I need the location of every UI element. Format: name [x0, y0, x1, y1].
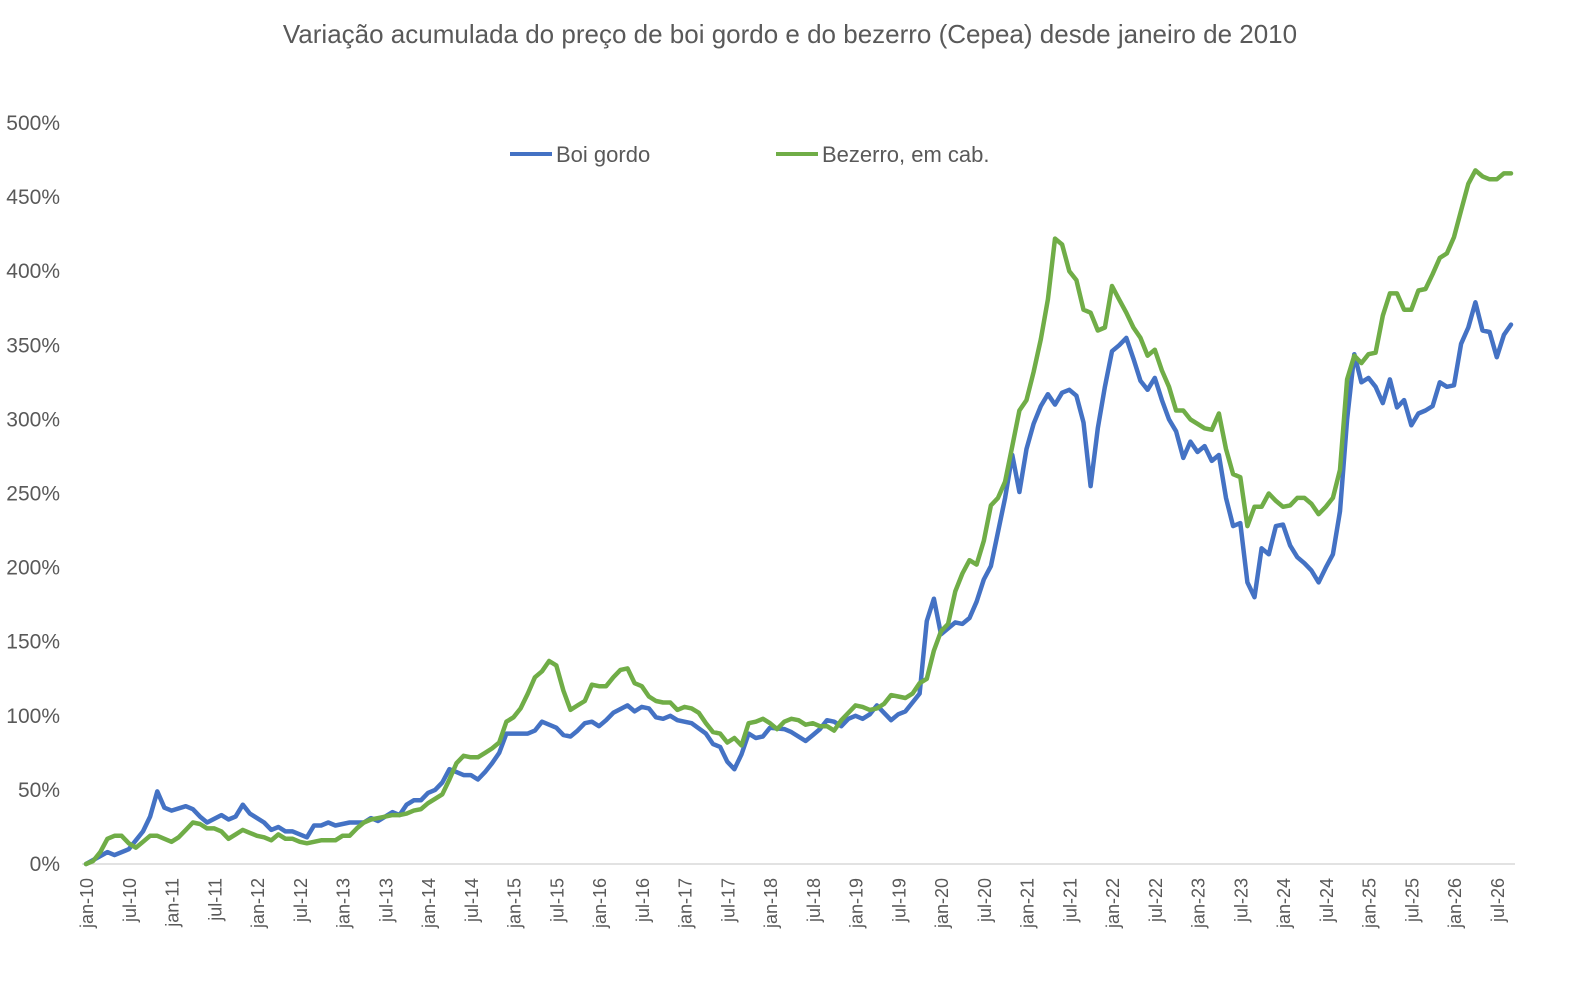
y-tick-label: 50%: [18, 779, 60, 802]
x-tick-label: jul-23: [1231, 878, 1251, 923]
x-tick-label: jul-15: [547, 878, 567, 923]
y-tick-label: 250%: [6, 483, 60, 506]
y-tick-label: 450%: [6, 186, 60, 209]
x-tick-label: jul-20: [975, 878, 995, 923]
y-tick-label: 350%: [6, 334, 60, 357]
legend: Boi gordo Bezerro, em cab.: [510, 142, 990, 167]
series-lines: [83, 168, 1514, 867]
x-tick-label: jul-18: [804, 878, 824, 923]
y-tick-label: 150%: [6, 631, 60, 654]
x-tick-label: jul-14: [462, 878, 482, 923]
x-tick-label: jan-18: [761, 878, 781, 929]
x-tick-label: jan-20: [932, 878, 952, 929]
series-line-bezerro: [83, 168, 1514, 867]
y-tick-label: 100%: [6, 705, 60, 728]
x-tick-label: jan-13: [334, 878, 354, 929]
x-tick-label: jul-24: [1317, 878, 1337, 923]
x-tick-label: jul-11: [205, 878, 225, 922]
x-tick-label: jul-16: [633, 878, 653, 923]
x-tick-label: jan-22: [1103, 878, 1123, 929]
x-tick-label: jul-19: [889, 878, 909, 923]
x-axis-ticks: jan-10 jul-10 jan-11 jul-11 jan-12 jul-12 jan-…: [77, 878, 1508, 929]
x-tick-label: jan-23: [1189, 878, 1209, 929]
y-tick-label: 0%: [30, 853, 60, 876]
x-tick-label: jan-17: [676, 878, 696, 929]
x-tick-label: jan-24: [1274, 878, 1294, 929]
x-tick-label: jul-22: [1146, 878, 1166, 923]
x-tick-label: jan-14: [419, 878, 439, 929]
x-tick-label: jul-21: [1060, 878, 1080, 923]
x-tick-label: jan-12: [248, 878, 268, 929]
x-tick-label: jan-26: [1445, 878, 1465, 929]
y-tick-label: 200%: [6, 557, 60, 580]
x-tick-label: jan-11: [163, 878, 183, 928]
x-tick-label: jan-10: [77, 878, 97, 929]
x-tick-label: jul-10: [120, 878, 140, 923]
legend-label-bezerro: Bezerro, em cab.: [822, 142, 990, 167]
x-tick-label: jan-25: [1360, 878, 1380, 929]
x-tick-label: jul-13: [376, 878, 396, 923]
y-tick-label: 500%: [6, 112, 60, 135]
y-axis-ticks: 0% 50% 100% 150% 200% 250% 300% 350% 400% 450% 500…: [6, 112, 60, 876]
x-tick-label: jul-12: [291, 878, 311, 923]
x-tick-label: jul-26: [1488, 878, 1508, 923]
y-tick-label: 400%: [6, 260, 60, 283]
x-tick-label: jul-25: [1402, 878, 1422, 923]
x-tick-label: jan-15: [505, 878, 525, 929]
y-tick-label: 300%: [6, 408, 60, 431]
x-tick-label: jul-17: [718, 878, 738, 923]
x-tick-label: jan-21: [1018, 878, 1038, 929]
x-tick-label: jan-19: [847, 878, 867, 929]
chart-title: Variação acumulada do preço de boi gordo…: [283, 19, 1297, 49]
series-line-boi-gordo: [83, 300, 1514, 867]
legend-label-boi-gordo: Boi gordo: [556, 142, 650, 167]
x-tick-label: jan-16: [590, 878, 610, 929]
